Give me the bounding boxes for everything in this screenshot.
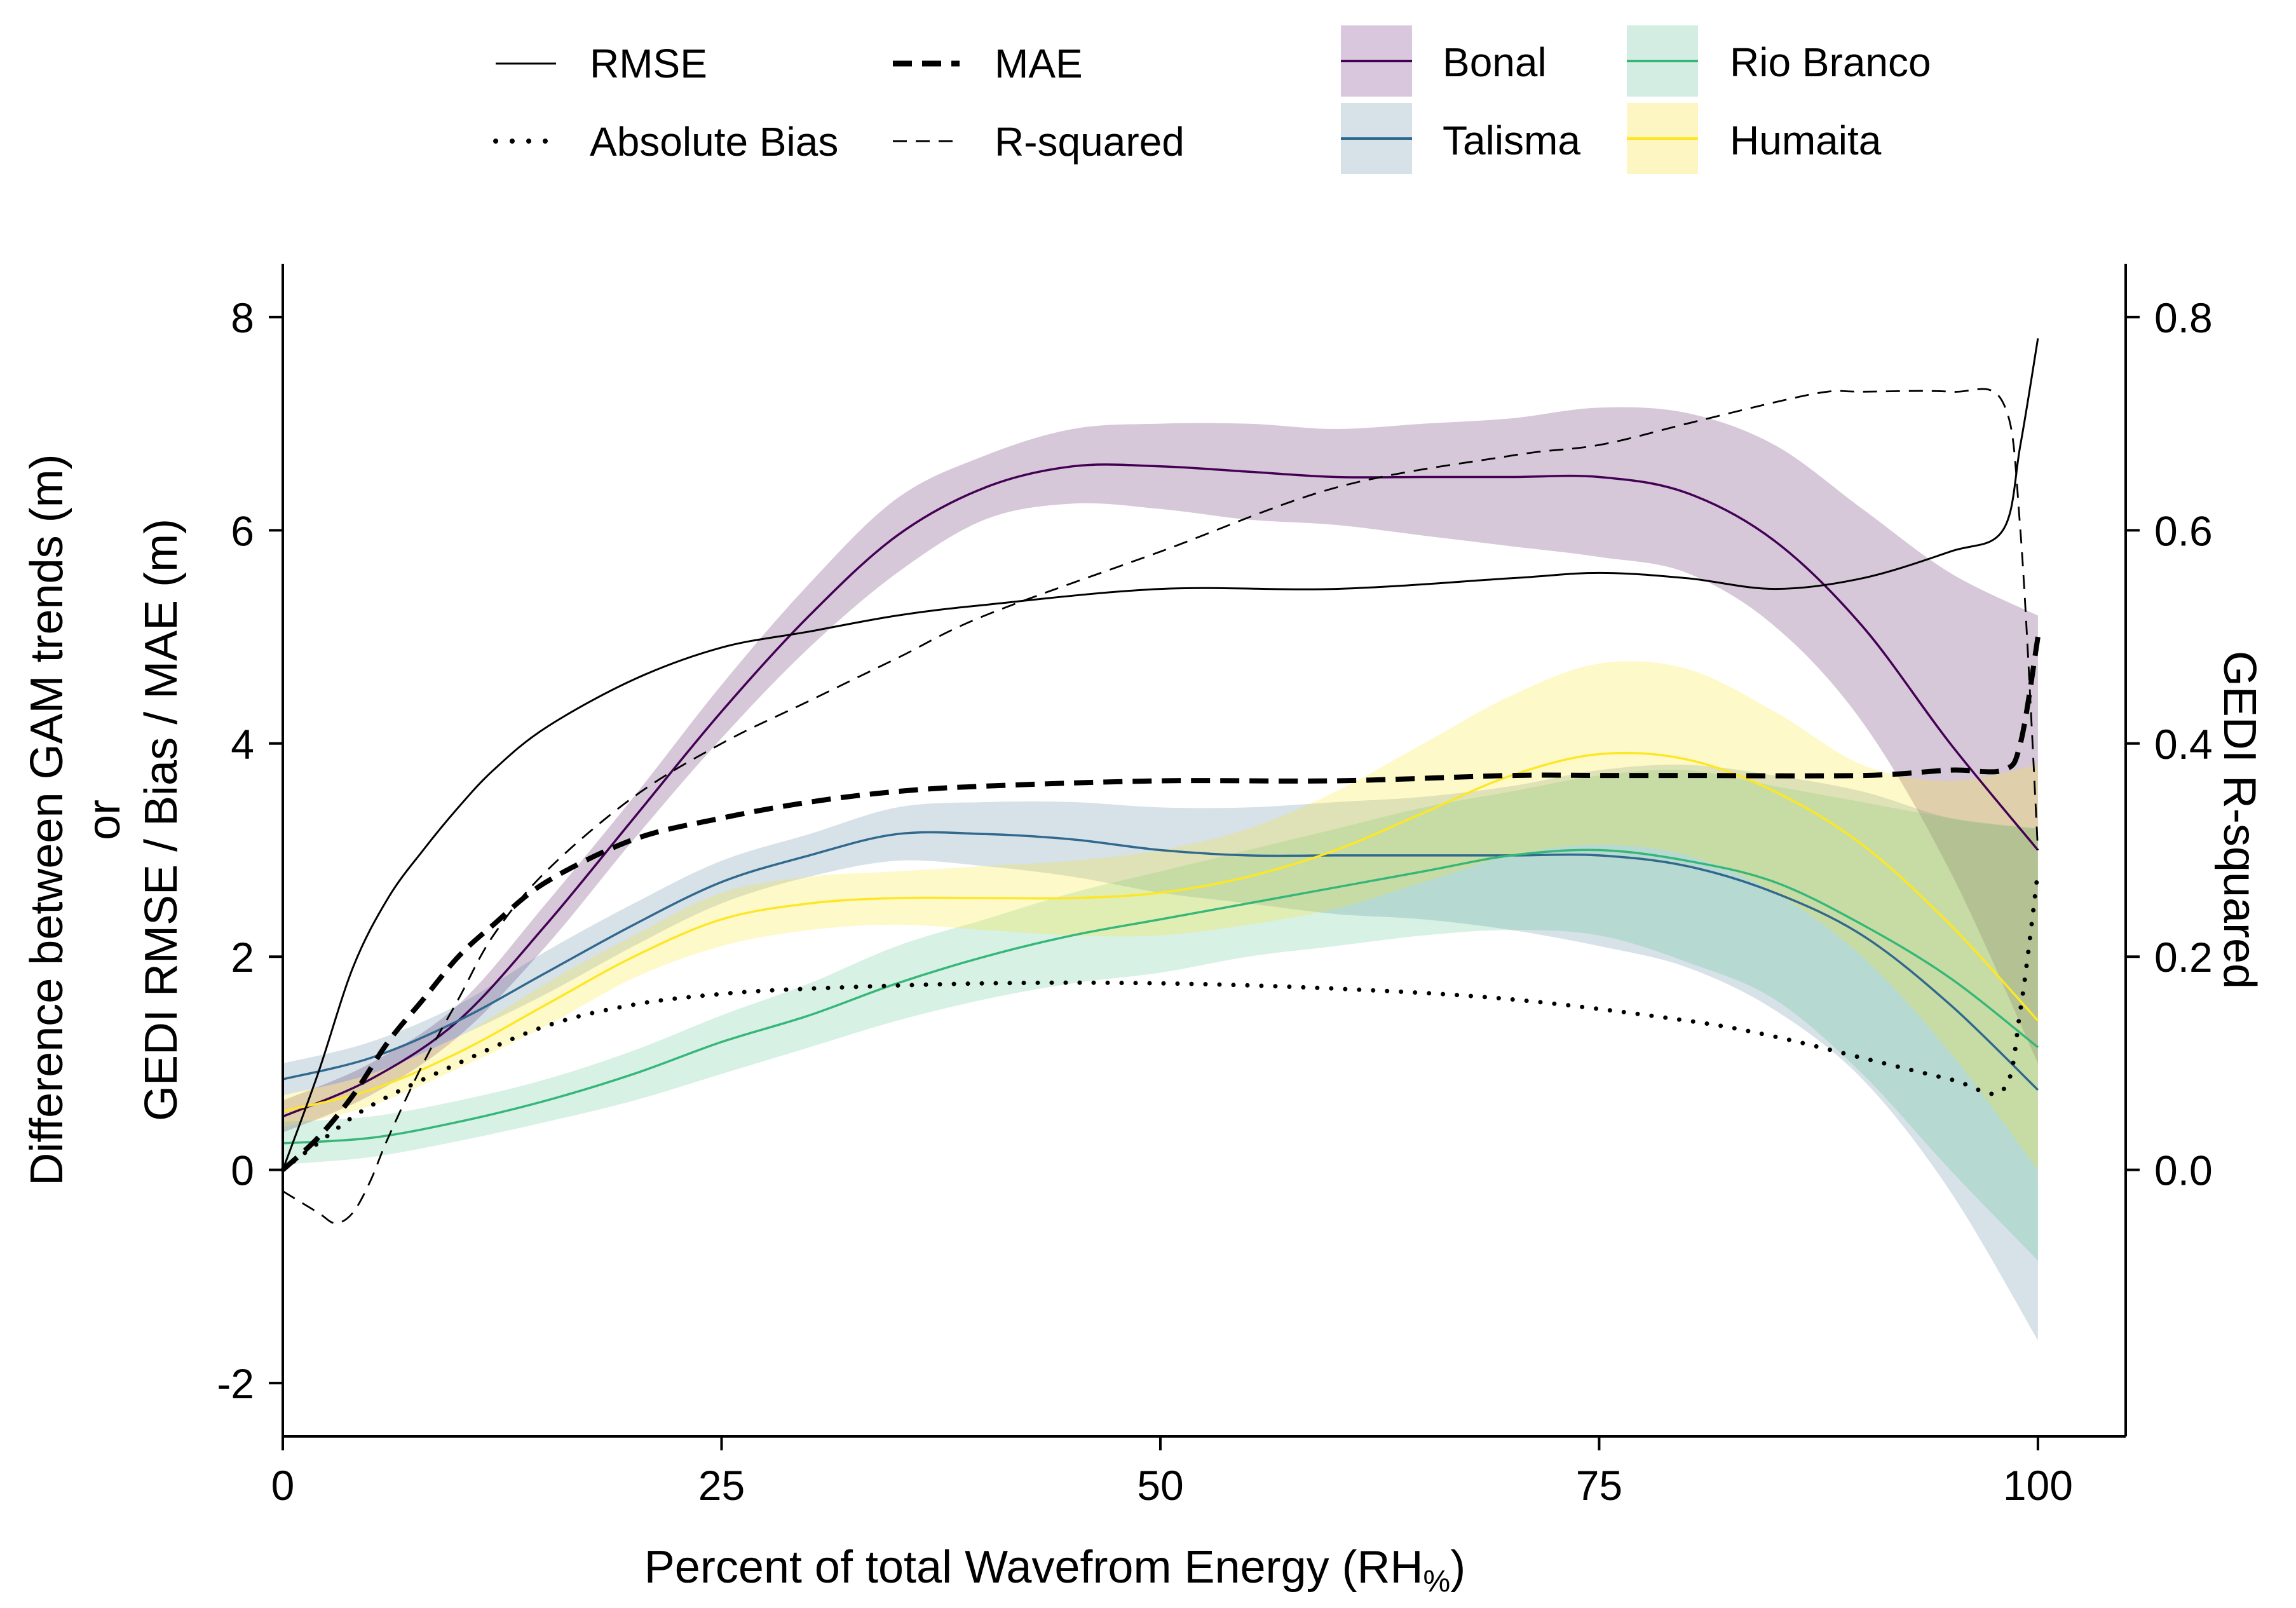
legend-item-humaita: Humaita (1627, 103, 1882, 174)
metric-mae (281, 636, 2041, 1172)
y-axis-title-line1: Difference between GAM trends (m) (22, 454, 72, 1185)
legend-item-rmse: RMSE (496, 41, 707, 86)
legend-item-mae: MAE (893, 41, 1083, 86)
x-ticks: 0 25 50 75 100 (271, 1436, 2073, 1509)
legend-label-rmse: RMSE (590, 41, 707, 86)
legend-item-talisma: Talisma (1341, 103, 1580, 174)
y-tick-label-1: 0 (231, 1147, 254, 1194)
legend-label-rio-branco: Rio Branco (1730, 39, 1931, 85)
y-tick-label-5: 8 (231, 294, 254, 341)
metric-absolute-bias (280, 869, 2041, 1173)
legend-label-mae: MAE (995, 41, 1083, 86)
line-rio-branco (282, 848, 2039, 1145)
x-tick-label-100: 100 (2003, 1462, 2073, 1509)
band-rio-branco (283, 769, 2038, 1261)
legend-label-absolute-bias: Absolute Bias (590, 119, 838, 165)
legend-item-r-squared: R-squared (893, 119, 1185, 165)
x-tick-label-50: 50 (1137, 1462, 1183, 1509)
y-tick-label-0: -2 (217, 1360, 254, 1407)
line-bonal (282, 463, 2039, 1118)
legend: RMSE MAE Absolute Bias R-squared Bonal R… (493, 25, 1931, 174)
y2-tick-label-4: 0.8 (2154, 294, 2213, 341)
legend-label-bonal: Bonal (1443, 39, 1547, 85)
x-axis-title: Percent of total Wavefrom Energy (RH%) (644, 1542, 1465, 1598)
y-tick-label-2: 2 (231, 934, 254, 981)
y-tick-label-3: 4 (231, 721, 254, 768)
legend-item-bonal: Bonal (1341, 25, 1547, 97)
band-humaita (283, 661, 2038, 1170)
x-tick-label-0: 0 (271, 1462, 295, 1509)
y2-tick-label-1: 0.2 (2154, 934, 2213, 981)
band-talisma (283, 765, 2038, 1340)
legend-label-humaita: Humaita (1730, 118, 1882, 163)
line-humaita (282, 751, 2039, 1113)
legend-item-rio-branco: Rio Branco (1627, 25, 1931, 97)
y2-tick-label-2: 0.4 (2154, 721, 2213, 768)
y2-axis-title: GEDI R-squared (2214, 651, 2265, 989)
y-tick-label-4: 6 (231, 507, 254, 554)
site-trend-lines (282, 463, 2039, 1145)
legend-item-absolute-bias: Absolute Bias (493, 119, 838, 165)
y2-ticks: 0.0 0.2 0.4 0.6 0.8 (2126, 294, 2213, 1194)
x-tick-label-75: 75 (1576, 1462, 1622, 1509)
metric-rmse (282, 338, 2039, 1171)
metric-r-squared (282, 388, 2039, 1224)
y2-tick-label-3: 0.6 (2154, 507, 2213, 554)
line-talisma (282, 831, 2039, 1091)
x-tick-label-25: 25 (698, 1462, 745, 1509)
y-axis-title-line2: or (79, 800, 130, 840)
confidence-bands (283, 407, 2038, 1340)
legend-label-r-squared: R-squared (995, 119, 1185, 165)
legend-label-talisma: Talisma (1443, 118, 1580, 163)
metric-lines (280, 338, 2041, 1224)
y-ticks: -2 0 2 4 6 8 (217, 294, 283, 1407)
y2-tick-label-0: 0.0 (2154, 1147, 2213, 1194)
y-axis-title-line3: GEDI RMSE / Bias / MAE (m) (136, 519, 187, 1121)
